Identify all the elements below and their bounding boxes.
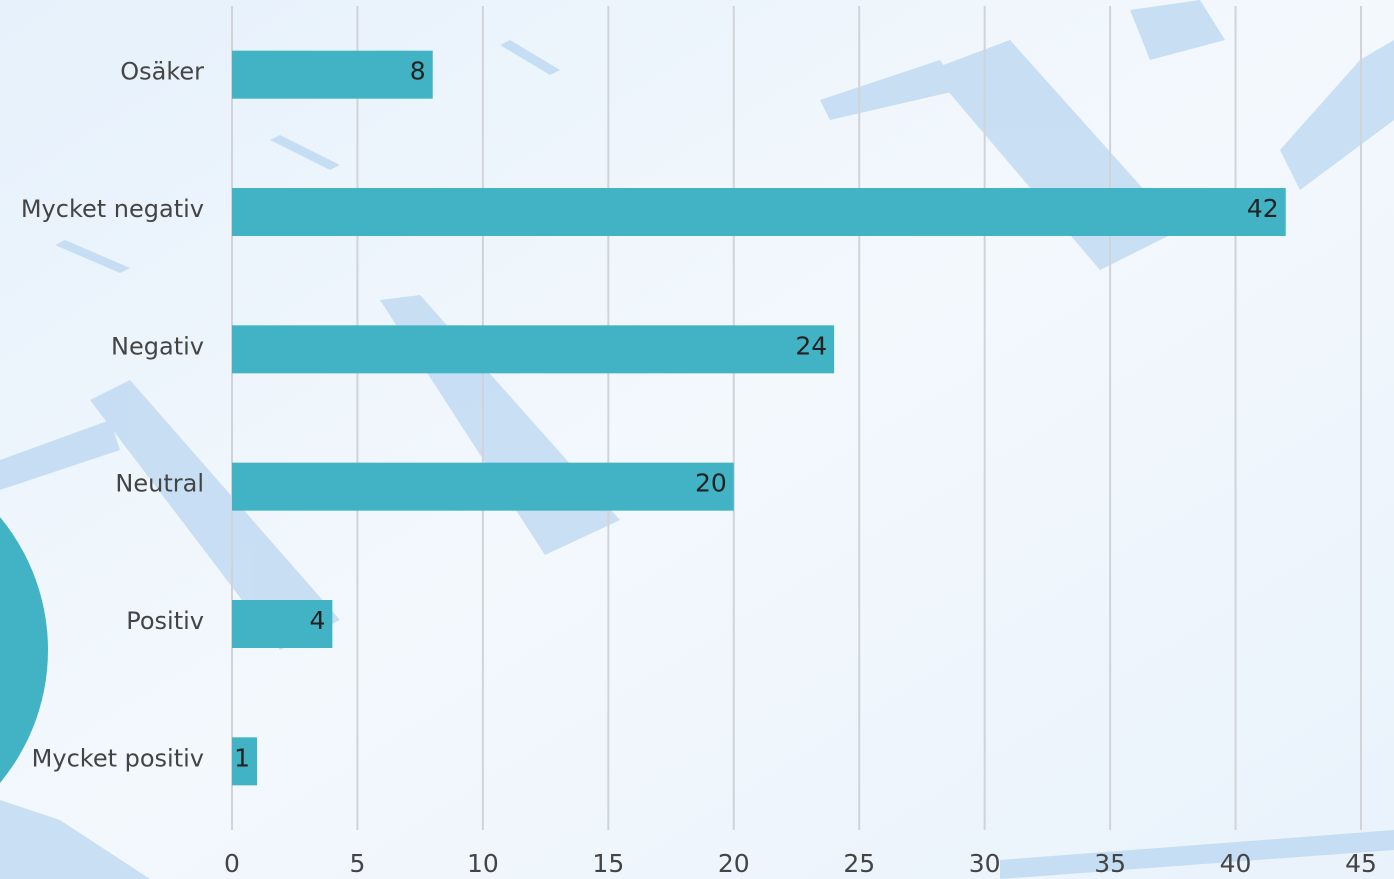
bar	[232, 737, 258, 786]
y-tick-label: Neutral	[115, 470, 204, 498]
y-tick-label: Osäker	[120, 58, 204, 86]
x-tick-label: 5	[349, 849, 365, 878]
value-label: 42	[1247, 194, 1279, 223]
x-tick-label: 25	[843, 849, 875, 878]
x-tick-label: 0	[224, 849, 240, 878]
x-tick-label: 10	[467, 849, 499, 878]
bar	[232, 50, 433, 99]
x-tick-label: 35	[1094, 849, 1126, 878]
x-tick-label: 45	[1345, 849, 1377, 878]
value-label: 4	[309, 606, 325, 635]
y-tick-label: Mycket positiv	[32, 744, 204, 772]
value-label: 8	[410, 57, 426, 86]
x-tick-label: 40	[1220, 849, 1252, 878]
bar	[232, 600, 333, 648]
x-tick-label: 15	[592, 849, 624, 878]
value-label: 20	[695, 469, 727, 498]
x-tick-label: 30	[969, 849, 1001, 878]
value-label: 1	[234, 743, 250, 772]
decor-circle	[0, 517, 48, 783]
value-label: 24	[795, 331, 827, 360]
bar	[232, 188, 1286, 236]
x-tick-label: 20	[718, 849, 750, 878]
y-tick-label: Mycket negativ	[21, 195, 204, 223]
bar	[232, 462, 734, 511]
bar	[232, 325, 835, 374]
y-tick-label: Negativ	[111, 332, 204, 360]
y-tick-label: Positiv	[126, 607, 204, 635]
